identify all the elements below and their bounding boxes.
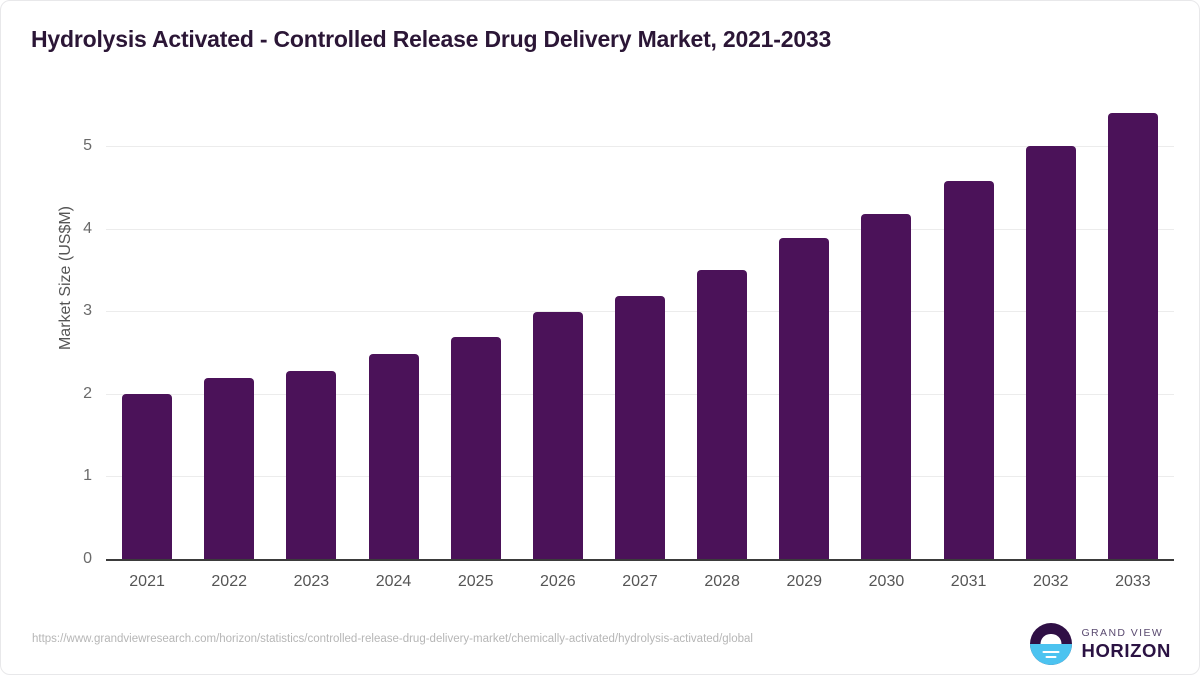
bar[interactable] — [368, 353, 419, 559]
x-axis-tick-label: 2032 — [1032, 573, 1069, 590]
horizon-sun-icon — [1030, 623, 1073, 665]
gridline — [106, 228, 1174, 230]
logo-ray-upper-shape — [1042, 650, 1060, 653]
x-axis-tick-label: 2021 — [129, 573, 165, 590]
x-axis-tick-label: 2024 — [375, 573, 412, 590]
logo-line-1: GRAND VIEW — [1081, 627, 1164, 639]
logo-wordmark: GRAND VIEW HORIZON — [1081, 628, 1171, 660]
bar[interactable] — [450, 337, 501, 559]
bar[interactable] — [861, 214, 912, 559]
x-axis-line — [106, 559, 1174, 561]
chart-title: Hydrolysis Activated - Controlled Releas… — [31, 26, 832, 52]
y-axis-tick-label: 2 — [83, 384, 92, 402]
x-axis-tick-label: 2022 — [211, 573, 247, 590]
y-axis-tick-label: 3 — [83, 302, 92, 320]
bar[interactable] — [204, 378, 255, 559]
bar[interactable] — [286, 370, 337, 559]
x-axis-tick-label: 2028 — [704, 573, 740, 590]
bar[interactable] — [1025, 146, 1076, 559]
x-axis-tick-label: 2026 — [540, 573, 576, 590]
x-axis-tick-label: 2025 — [457, 573, 494, 590]
bar[interactable] — [779, 238, 830, 559]
bar[interactable] — [615, 295, 665, 559]
bar[interactable] — [122, 393, 173, 559]
y-axis-tick-label: 4 — [83, 219, 92, 237]
bars-group — [106, 101, 1174, 559]
y-axis-tick-label: 0 — [83, 550, 92, 567]
y-axis-tick-label: 5 — [83, 137, 92, 155]
x-axis-tick-label: 2023 — [293, 573, 330, 590]
logo-sun-dome-shape — [1040, 633, 1062, 644]
bar[interactable] — [697, 270, 748, 559]
bar[interactable] — [1107, 113, 1158, 559]
x-axis-tick-label: 2029 — [786, 573, 823, 590]
x-axis-tick-label: 2033 — [1115, 573, 1151, 590]
grand-view-horizon-logo: GRAND VIEW HORIZON — [1030, 623, 1171, 665]
bar[interactable] — [943, 181, 994, 559]
source-url[interactable]: https://www.grandviewresearch.com/horizo… — [32, 633, 753, 645]
logo-line-2: HORIZON — [1081, 639, 1171, 661]
x-axis-tick-label: 2031 — [950, 573, 987, 590]
logo-water-shape — [1030, 644, 1073, 665]
gridline — [106, 146, 1174, 148]
x-axis-tick-label: 2027 — [622, 573, 658, 590]
logo-ray-lower-shape — [1045, 655, 1057, 658]
bar[interactable] — [532, 312, 583, 559]
x-axis-tick-label: 2030 — [868, 573, 905, 590]
y-axis-tick-label: 1 — [83, 467, 92, 485]
y-axis-title: Market Size (US$M) — [57, 205, 74, 351]
